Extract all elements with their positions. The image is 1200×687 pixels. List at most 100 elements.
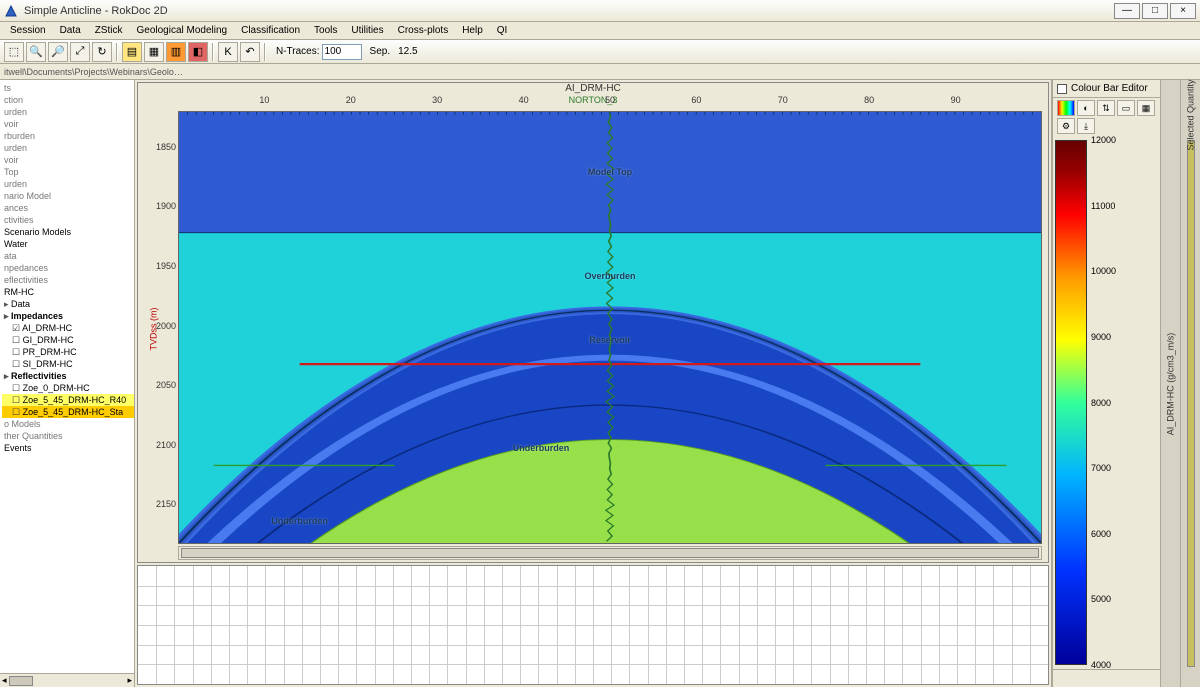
center-area: AI_DRM-HC NORTON_3 102030405060708090 TV… <box>135 80 1052 687</box>
x-tick: 40 <box>519 95 529 105</box>
tree-node[interactable]: voir <box>2 154 134 166</box>
refresh-icon[interactable]: ↻ <box>92 42 112 62</box>
tree-node[interactable]: AI_DRM-HC <box>2 322 134 334</box>
menu-classification[interactable]: Classification <box>235 24 306 37</box>
menu-zstick[interactable]: ZStick <box>89 24 129 37</box>
colourbar-tick: 8000 <box>1091 398 1111 408</box>
tree-node[interactable]: Zoe_5_45_DRM-HC_R40 <box>2 394 134 406</box>
tree-node[interactable]: ata <box>2 250 134 262</box>
y-tick: 2000 <box>156 321 176 331</box>
layer-label-underburden: Underburden <box>513 443 570 453</box>
zoom-area-icon[interactable]: ⬚ <box>4 42 24 62</box>
menu-qi[interactable]: QI <box>491 24 514 37</box>
undo-icon[interactable]: ↶ <box>240 42 260 62</box>
tree-node[interactable]: SI_DRM-HC <box>2 358 134 370</box>
section-icon[interactable]: ◧ <box>188 42 208 62</box>
tree-node[interactable]: Data <box>2 298 134 310</box>
zoom-fit-icon[interactable]: ⤢ <box>70 42 90 62</box>
colourbar-tick: 4000 <box>1091 660 1111 670</box>
menu-utilities[interactable]: Utilities <box>345 24 389 37</box>
project-tree[interactable]: tsctionurdenvoirrburdenurdenvoirTopurden… <box>0 80 134 673</box>
x-tick: 80 <box>864 95 874 105</box>
menu-geological-modeling[interactable]: Geological Modeling <box>130 24 233 37</box>
tree-node[interactable]: PR_DRM-HC <box>2 346 134 358</box>
x-tick: 90 <box>951 95 961 105</box>
grid-icon[interactable]: ▦ <box>144 42 164 62</box>
menu-tools[interactable]: Tools <box>308 24 343 37</box>
cb-tool-5-icon[interactable]: ▦ <box>1137 100 1155 116</box>
tree-node[interactable]: Water <box>2 238 134 250</box>
tree-node[interactable]: rburden <box>2 130 134 142</box>
cb-tool-7-icon[interactable]: ⤓ <box>1077 118 1095 134</box>
close-button[interactable]: × <box>1170 3 1196 19</box>
y-tick: 2050 <box>156 380 176 390</box>
zoom-in-icon[interactable]: 🔍 <box>26 42 46 62</box>
colourbar-tick: 9000 <box>1091 332 1111 342</box>
plot-hscrollbar[interactable] <box>178 546 1042 560</box>
tree-node[interactable]: Impedances <box>2 310 134 322</box>
tool-k-icon[interactable]: K <box>218 42 238 62</box>
sep-label: Sep. <box>370 46 391 57</box>
tree-node[interactable]: RM-HC <box>2 286 134 298</box>
tree-node[interactable]: Reflectivities <box>2 370 134 382</box>
colourbar-toolbar: ◐ ⇅ ▭ ▦ ⚙ ⤓ <box>1053 98 1160 136</box>
tree-node[interactable]: voir <box>2 118 134 130</box>
chart-icon[interactable]: ▤ <box>122 42 142 62</box>
tree-hscrollbar[interactable]: ◂▸ <box>0 673 134 687</box>
x-tick: 30 <box>432 95 442 105</box>
tree-node[interactable]: npedances <box>2 262 134 274</box>
tree-node[interactable]: nario Model <box>2 190 134 202</box>
window-title: Simple Anticline - RokDoc 2D <box>24 5 1114 17</box>
x-tick: 20 <box>346 95 356 105</box>
section-canvas[interactable]: Model Top Overburden Reservoir Underburd… <box>178 111 1042 544</box>
tree-node[interactable]: ances <box>2 202 134 214</box>
ntraces-input[interactable] <box>322 44 362 60</box>
section-plot: AI_DRM-HC NORTON_3 102030405060708090 TV… <box>137 82 1049 563</box>
tree-node[interactable]: GI_DRM-HC <box>2 334 134 346</box>
colourbar-tick: 5000 <box>1091 594 1111 604</box>
tree-node[interactable]: Zoe_0_DRM-HC <box>2 382 134 394</box>
tree-node[interactable]: ction <box>2 94 134 106</box>
tree-node[interactable]: ther Quantities <box>2 430 134 442</box>
colourbar-tick: 11000 <box>1091 201 1115 211</box>
toolbar: ⬚ 🔍 🔎 ⤢ ↻ ▤ ▦ ▥ ◧ K ↶ N-Traces: Sep. 12.… <box>0 40 1200 64</box>
x-tick: 60 <box>691 95 701 105</box>
tree-node[interactable]: urden <box>2 106 134 118</box>
tree-node[interactable]: o Models <box>2 418 134 430</box>
tree-node[interactable]: Scenario Models <box>2 226 134 238</box>
layers-icon[interactable]: ▥ <box>166 42 186 62</box>
zoom-out-icon[interactable]: 🔎 <box>48 42 68 62</box>
tree-node[interactable]: ctivities <box>2 214 134 226</box>
trace-panel[interactable] <box>137 565 1049 685</box>
colourbar-visible-checkbox[interactable] <box>1057 84 1067 94</box>
tree-node[interactable]: ts <box>2 82 134 94</box>
tree-node[interactable]: eflectivities <box>2 274 134 286</box>
layer-label-lower: Underburden <box>271 516 328 526</box>
maximize-button[interactable]: □ <box>1142 3 1168 19</box>
colourbar-tick: 10000 <box>1091 266 1116 276</box>
minimize-button[interactable]: — <box>1114 3 1140 19</box>
y-tick: 1850 <box>156 142 176 152</box>
tree-node[interactable]: Events <box>2 442 134 454</box>
cb-tool-1-icon[interactable] <box>1057 100 1075 116</box>
cb-tool-6-icon[interactable]: ⚙ <box>1057 118 1075 134</box>
y-tick: 2100 <box>156 440 176 450</box>
cb-tool-3-icon[interactable]: ⇅ <box>1097 100 1115 116</box>
path-bar: itwell\Documents\Projects\Webinars\Geolo… <box>0 64 1200 80</box>
tree-node[interactable]: urden <box>2 178 134 190</box>
x-tick: 50 <box>605 95 615 105</box>
tree-node[interactable]: Zoe_5_45_DRM-HC_Sta <box>2 406 134 418</box>
menu-help[interactable]: Help <box>456 24 489 37</box>
menu-cross-plots[interactable]: Cross-plots <box>392 24 455 37</box>
cb-tool-2-icon[interactable]: ◐ <box>1077 100 1095 116</box>
y-tick: 2150 <box>156 499 176 509</box>
tree-node[interactable]: urden <box>2 142 134 154</box>
colour-bar[interactable] <box>1055 140 1087 665</box>
menu-session[interactable]: Session <box>4 24 52 37</box>
ntraces-label: N-Traces: <box>276 46 320 57</box>
layer-label-overburden: Overburden <box>584 271 635 281</box>
colour-bar-panel: Colour Bar Editor ◐ ⇅ ▭ ▦ ⚙ ⤓ 1200011000… <box>1052 80 1160 687</box>
menu-data[interactable]: Data <box>54 24 87 37</box>
cb-tool-4-icon[interactable]: ▭ <box>1117 100 1135 116</box>
tree-node[interactable]: Top <box>2 166 134 178</box>
